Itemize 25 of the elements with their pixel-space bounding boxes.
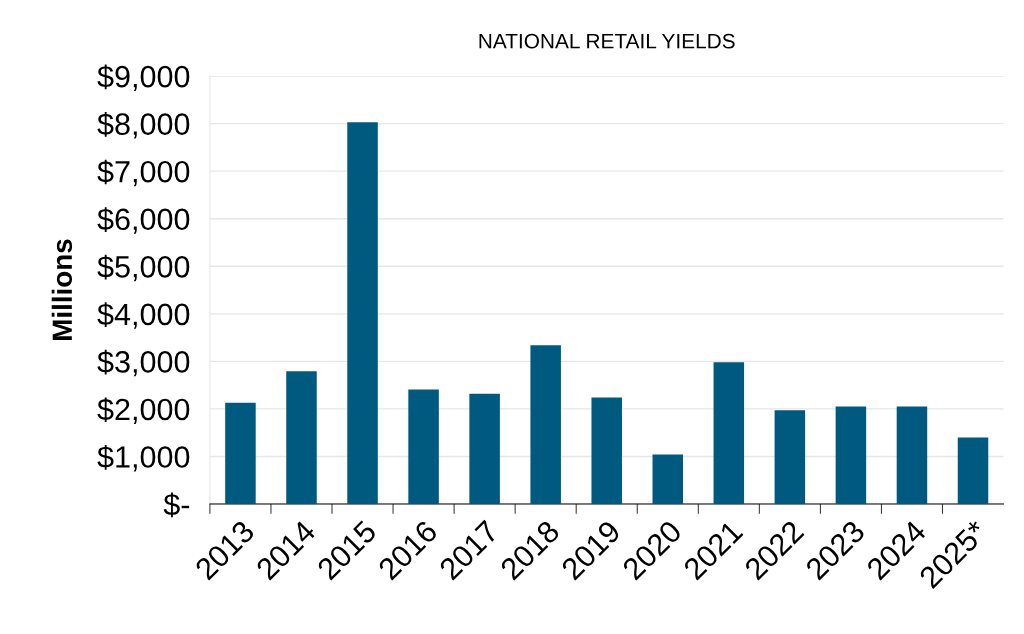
y-tick-label: $8,000 — [97, 112, 190, 139]
y-tick-label: $2,000 — [97, 397, 190, 424]
bar — [591, 397, 622, 505]
bar — [286, 371, 317, 505]
bar — [347, 122, 378, 505]
bar — [225, 402, 256, 505]
bar — [957, 437, 989, 505]
bar — [530, 345, 561, 505]
y-tick-label: $- — [163, 492, 190, 518]
y-tick-label: $7,000 — [97, 159, 190, 187]
bar — [652, 454, 684, 505]
y-tick-label: $5,000 — [97, 254, 190, 282]
bar — [469, 393, 500, 505]
y-axis-title: Millions — [51, 239, 73, 340]
bar — [713, 362, 745, 505]
y-tick-label: $9,000 — [97, 64, 190, 92]
bar — [774, 410, 806, 505]
chart-title: NATIONAL RETAIL YIELDS — [479, 33, 735, 49]
y-tick-label: $3,000 — [97, 349, 190, 377]
bar — [896, 406, 928, 505]
bar — [408, 389, 439, 505]
y-tick-label: $6,000 — [97, 207, 190, 234]
bar — [835, 406, 867, 505]
y-tick-label: $1,000 — [97, 444, 190, 472]
y-tick-label: $4,000 — [97, 302, 190, 329]
